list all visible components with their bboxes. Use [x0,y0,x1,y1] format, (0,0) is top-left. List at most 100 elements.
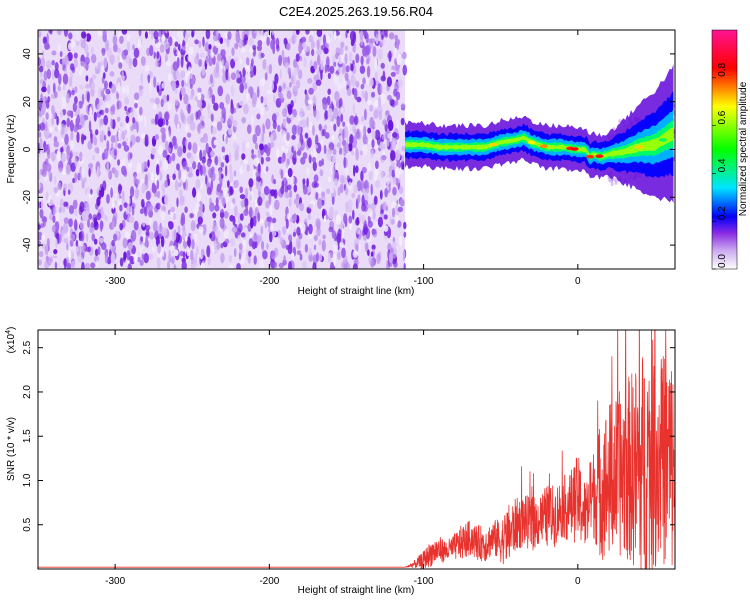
noise-blob [242,238,247,250]
noise-blob [207,90,210,100]
noise-blob [380,75,386,82]
noise-blob [49,30,53,35]
noise-blob [365,32,369,44]
noise-blob [47,84,51,95]
noise-blob [231,47,235,56]
noise-blob [336,115,341,128]
noise-blob [46,68,51,80]
noise-blob [103,115,109,126]
noise-blob [43,70,48,82]
noise-blob [183,93,189,105]
noise-blob [348,142,353,152]
noise-blob [290,75,295,85]
noise-blob [333,30,337,40]
noise-blob [218,192,222,200]
noise-blob [206,160,212,168]
noise-blob [119,223,124,231]
noise-blob [294,33,297,43]
noise-blob [306,167,310,177]
noise-blob [225,154,230,164]
noise-blob [256,180,259,190]
noise-blob [135,136,141,143]
noise-blob [295,193,300,200]
noise-blob [135,179,140,185]
noise-blob [308,203,314,209]
noise-blob [192,142,198,154]
noise-blob [381,134,387,140]
noise-blob [178,189,183,197]
noise-blob [287,104,293,115]
noise-blob [156,257,161,269]
noise-blob [63,183,67,191]
noise-blob [153,30,159,40]
noise-blob [92,154,95,161]
noise-blob [240,232,246,238]
noise-blob [223,187,228,196]
noise-blob [39,137,43,150]
noise-blob [112,211,118,221]
noise-blob [391,200,396,211]
noise-blob [296,125,301,136]
noise-blob [260,156,264,165]
noise-blob [96,165,100,178]
x-tick-label: -200 [259,576,279,587]
noise-blob [277,124,281,133]
noise-blob [179,195,184,207]
noise-blob [213,67,219,79]
noise-blob [348,215,353,224]
noise-blob [110,187,113,199]
noise-blob [105,215,108,222]
noise-blob [234,179,239,188]
noise-blob [168,221,174,230]
noise-blob [320,139,324,147]
noise-blob [251,114,254,125]
noise-blob [200,262,205,269]
noise-blob [340,41,345,49]
noise-blob [117,54,120,64]
noise-blob [123,251,127,260]
noise-blob [130,107,135,120]
noise-blob [239,58,243,64]
noise-blob [283,37,288,45]
noise-blob [342,121,346,127]
noise-blob [172,173,176,181]
snr-frame [37,329,676,570]
noise-blob [127,263,132,269]
colorbar-tick-label: 0.6 [717,110,728,124]
noise-blob [355,243,359,253]
noise-blob [38,30,42,38]
noise-blob [158,30,162,38]
noise-blob [397,220,402,228]
ridge-band-3 [405,120,674,162]
noise-blob [74,30,80,35]
noise-blob [375,33,379,43]
colorbar-ticks: 0.0 0.2 0.4 0.6 0.8 [712,62,728,270]
noise-blob [284,148,289,154]
noise-blob [209,233,212,239]
noise-blob [68,205,75,215]
noise-blob [173,229,177,241]
noise-blob [51,117,54,126]
noise-blob [348,181,352,191]
noise-blob [270,141,275,148]
noise-blob [64,133,69,146]
noise-blob [381,155,387,161]
noise-blob [118,129,121,141]
noise-blob [293,184,298,193]
noise-blob [157,118,164,127]
noise-blob [154,113,159,125]
snr-line [38,330,675,569]
noise-blob [320,69,323,81]
noise-blob [337,54,344,65]
noise-blob [212,212,217,219]
noise-blob [70,162,76,172]
noise-blob [174,113,179,126]
noise-blob [290,176,295,184]
noise-blob [74,172,78,183]
noise-blob [140,236,144,242]
noise-blob [176,30,183,38]
noise-blob [185,31,189,43]
colorbar-label: Normalized spectral amplitude [738,81,749,216]
noise-blob [282,225,287,235]
noise-blob [227,180,230,188]
